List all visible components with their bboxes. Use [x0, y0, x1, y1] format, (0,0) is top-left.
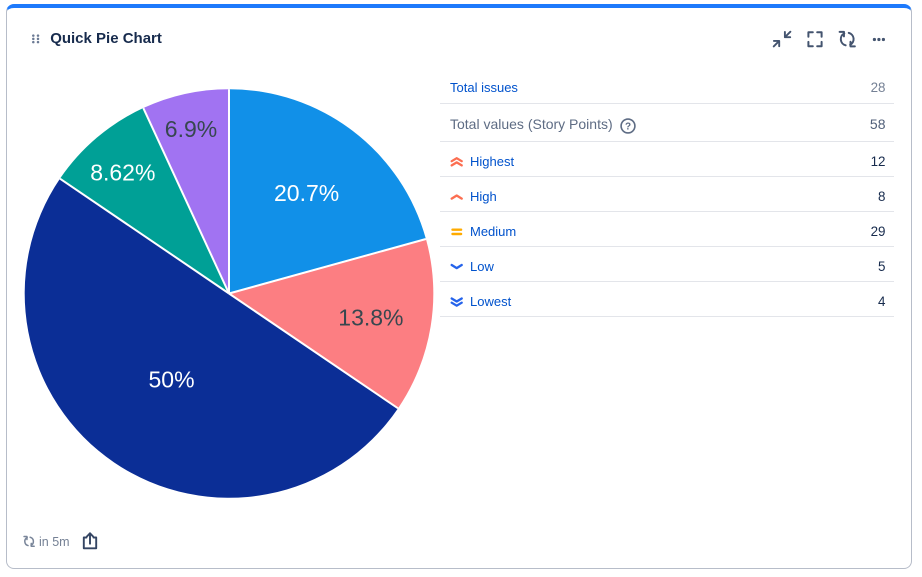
svg-text:20.7%: 20.7%: [274, 180, 339, 206]
svg-text:8.62%: 8.62%: [90, 159, 155, 185]
svg-text:50%: 50%: [149, 366, 195, 392]
svg-text:13.8%: 13.8%: [338, 305, 403, 331]
svg-text:?: ?: [625, 121, 631, 132]
svg-text:6.9%: 6.9%: [165, 116, 217, 142]
